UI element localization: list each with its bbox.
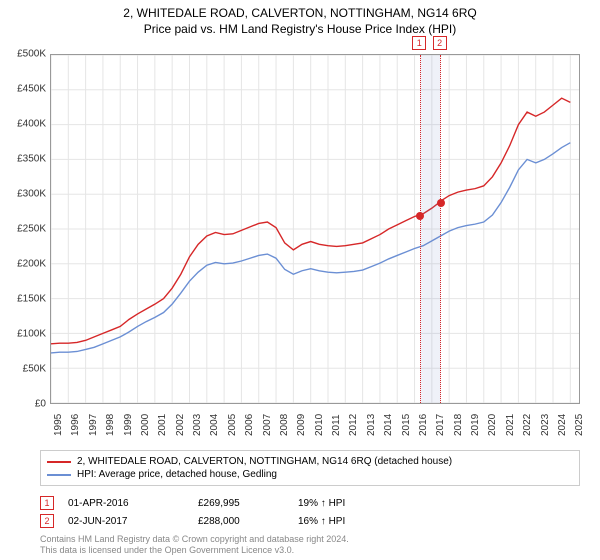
x-tick-label: 2021 [505,414,516,436]
plot-svg [51,55,579,403]
legend-label: HPI: Average price, detached house, Gedl… [77,469,277,480]
x-tick-label: 2011 [331,414,342,436]
y-tick-label: £0 [2,399,46,410]
x-tick-label: 2019 [470,414,481,436]
x-tick-label: 2012 [348,414,359,436]
y-tick-label: £500K [2,49,46,60]
x-tick-label: 2016 [418,414,429,436]
plot-area [50,54,580,404]
x-tick-label: 1999 [123,414,134,436]
sale-row-badge: 1 [40,496,54,510]
legend-swatch [47,461,71,463]
y-tick-label: £450K [2,84,46,95]
sale-date-band [420,55,440,403]
x-tick-label: 2005 [227,414,238,436]
sale-delta-vs-hpi: 19% ↑ HPI [298,498,398,509]
x-tick-label: 2002 [175,414,186,436]
legend-label: 2, WHITEDALE ROAD, CALVERTON, NOTTINGHAM… [77,456,452,467]
sales-table: 1 01-APR-2016£269,99519% ↑ HPI 2 02-JUN-201… [40,494,580,530]
y-tick-label: £300K [2,189,46,200]
x-tick-label: 1998 [105,414,116,436]
y-tick-label: £50K [2,364,46,375]
x-tick-label: 2008 [279,414,290,436]
legend-row: HPI: Average price, detached house, Gedl… [47,468,573,481]
sale-marker-badge: 2 [433,36,447,50]
y-tick-label: £350K [2,154,46,165]
x-tick-label: 2003 [192,414,203,436]
sale-point-dot [437,199,445,207]
chart-subtitle: Price paid vs. HM Land Registry's House … [0,20,600,36]
legend-row: 2, WHITEDALE ROAD, CALVERTON, NOTTINGHAM… [47,455,573,468]
footer-attribution: Contains HM Land Registry data © Crown c… [40,534,349,556]
x-tick-label: 2004 [209,414,220,436]
sale-row-badge: 2 [40,514,54,528]
sale-date: 01-APR-2016 [68,498,198,509]
x-tick-label: 2013 [366,414,377,436]
x-tick-label: 2001 [157,414,168,436]
sale-price: £288,000 [198,516,298,527]
y-tick-label: £150K [2,294,46,305]
footer-line: This data is licensed under the Open Gov… [40,545,349,556]
y-tick-label: £250K [2,224,46,235]
x-tick-label: 2006 [244,414,255,436]
x-tick-label: 2000 [140,414,151,436]
sale-point-dot [416,212,424,220]
chart-container: 2, WHITEDALE ROAD, CALVERTON, NOTTINGHAM… [0,0,600,560]
sale-marker-badge: 1 [412,36,426,50]
y-tick-label: £100K [2,329,46,340]
footer-line: Contains HM Land Registry data © Crown c… [40,534,349,545]
x-tick-label: 1995 [53,414,64,436]
x-tick-label: 2014 [383,414,394,436]
x-tick-label: 2018 [453,414,464,436]
x-tick-label: 2015 [401,414,412,436]
x-tick-label: 2007 [262,414,273,436]
x-tick-label: 2010 [314,414,325,436]
x-tick-label: 1997 [88,414,99,436]
x-tick-label: 2024 [557,414,568,436]
sale-row: 2 02-JUN-2017£288,00016% ↑ HPI [40,512,580,530]
sale-delta-vs-hpi: 16% ↑ HPI [298,516,398,527]
sale-row: 1 01-APR-2016£269,99519% ↑ HPI [40,494,580,512]
legend-box: 2, WHITEDALE ROAD, CALVERTON, NOTTINGHAM… [40,450,580,486]
chart-title: 2, WHITEDALE ROAD, CALVERTON, NOTTINGHAM… [0,0,600,20]
x-tick-label: 1996 [70,414,81,436]
x-tick-label: 2009 [296,414,307,436]
y-tick-label: £400K [2,119,46,130]
x-tick-label: 2023 [540,414,551,436]
x-tick-label: 2025 [574,414,585,436]
y-tick-label: £200K [2,259,46,270]
x-tick-label: 2022 [522,414,533,436]
sale-price: £269,995 [198,498,298,509]
legend-swatch [47,474,71,476]
x-tick-label: 2017 [435,414,446,436]
x-tick-label: 2020 [487,414,498,436]
sale-date: 02-JUN-2017 [68,516,198,527]
